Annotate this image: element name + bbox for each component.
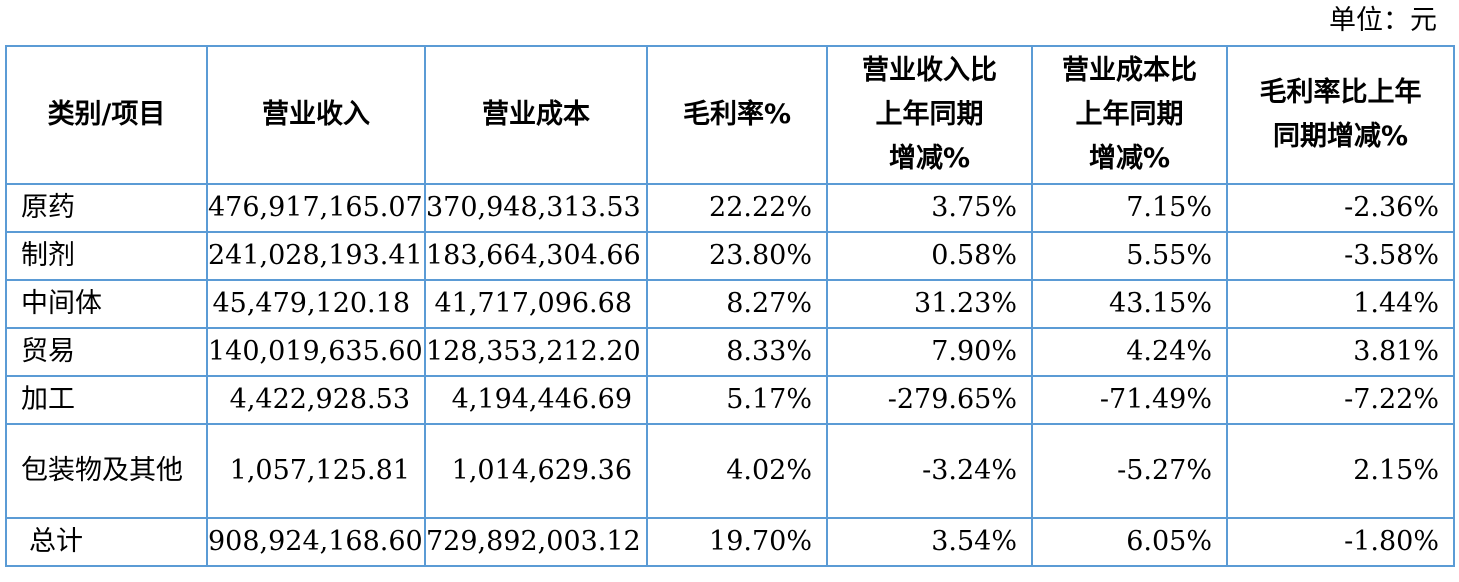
cell-revenue: 908,924,168.60 <box>206 517 426 567</box>
header-revenue-yoy: 营业收入比 上年同期 增减% <box>826 45 1033 185</box>
cell-margin: 23.80% <box>646 231 828 281</box>
cell-margin-yoy: -1.80% <box>1226 517 1455 567</box>
cell-revenue: 241,028,193.41 <box>206 231 426 281</box>
cell-revenue: 140,019,635.60 <box>206 327 426 377</box>
header-cost-yoy-line: 营业成本比 <box>1062 55 1197 86</box>
cell-revenue-yoy: 3.54% <box>826 517 1033 567</box>
cell-cost-yoy: 7.15% <box>1031 183 1228 233</box>
cell-revenue-yoy: -279.65% <box>826 375 1033 425</box>
cell-revenue: 45,479,120.18 <box>206 279 426 329</box>
cell-margin: 4.02% <box>646 423 828 519</box>
cell-revenue: 1,057,125.81 <box>206 423 426 519</box>
cell-cost-yoy: 5.55% <box>1031 231 1228 281</box>
cell-margin-yoy: -7.22% <box>1226 375 1455 425</box>
cell-cost: 370,948,313.53 <box>424 183 648 233</box>
cell-revenue-yoy: 31.23% <box>826 279 1033 329</box>
table-row: 原药 476,917,165.07 370,948,313.53 22.22% … <box>5 183 1455 233</box>
header-revenue-yoy-line: 上年同期 <box>875 99 984 130</box>
cell-margin: 8.33% <box>646 327 828 377</box>
header-margin: 毛利率% <box>646 45 828 185</box>
cell-cost: 729,892,003.12 <box>424 517 648 567</box>
table-row: 包装物及其他 1,057,125.81 1,014,629.36 4.02% -… <box>5 423 1455 519</box>
cell-margin-yoy: 1.44% <box>1226 279 1455 329</box>
cell-margin-yoy: 3.81% <box>1226 327 1455 377</box>
header-revenue: 营业收入 <box>206 45 426 185</box>
cell-category: 包装物及其他 <box>5 423 208 519</box>
header-margin-yoy-line: 毛利率比上年 <box>1259 77 1422 108</box>
cell-revenue-yoy: 7.90% <box>826 327 1033 377</box>
unit-label: 单位：元 <box>1329 5 1437 36</box>
cell-cost: 183,664,304.66 <box>424 231 648 281</box>
cell-category: 总计 <box>5 517 208 567</box>
total-row: 总计 908,924,168.60 729,892,003.12 19.70% … <box>5 517 1455 567</box>
header-margin-yoy: 毛利率比上年 同期增减% <box>1226 45 1455 185</box>
table-row: 制剂 241,028,193.41 183,664,304.66 23.80% … <box>5 231 1455 281</box>
cell-revenue-yoy: -3.24% <box>826 423 1033 519</box>
cell-cost: 128,353,212.20 <box>424 327 648 377</box>
table-row: 加工 4,422,928.53 4,194,446.69 5.17% -279.… <box>5 375 1455 425</box>
header-revenue-yoy-line: 增减% <box>888 143 971 174</box>
cell-margin: 5.17% <box>646 375 828 425</box>
cell-cost-yoy: -71.49% <box>1031 375 1228 425</box>
header-row: 类别/项目 营业收入 营业成本 毛利率% 营业收入比 上年同期 增减% 营业成本… <box>5 45 1455 185</box>
cell-cost: 41,717,096.68 <box>424 279 648 329</box>
cell-cost-yoy: -5.27% <box>1031 423 1228 519</box>
cell-category: 中间体 <box>5 279 208 329</box>
cell-revenue: 4,422,928.53 <box>206 375 426 425</box>
cell-category: 制剂 <box>5 231 208 281</box>
cell-cost: 1,014,629.36 <box>424 423 648 519</box>
header-cost: 营业成本 <box>424 45 648 185</box>
cell-margin-yoy: 2.15% <box>1226 423 1455 519</box>
cell-cost-yoy: 43.15% <box>1031 279 1228 329</box>
cell-cost-yoy: 6.05% <box>1031 517 1228 567</box>
header-category: 类别/项目 <box>5 45 208 185</box>
cell-cost-yoy: 4.24% <box>1031 327 1228 377</box>
cell-revenue-yoy: 3.75% <box>826 183 1033 233</box>
table-row: 贸易 140,019,635.60 128,353,212.20 8.33% 7… <box>5 327 1455 377</box>
header-revenue-yoy-line: 营业收入比 <box>862 55 997 86</box>
cell-margin-yoy: -3.58% <box>1226 231 1455 281</box>
cell-margin: 8.27% <box>646 279 828 329</box>
cell-category: 贸易 <box>5 327 208 377</box>
cell-margin: 22.22% <box>646 183 828 233</box>
header-cost-yoy-line: 上年同期 <box>1075 99 1184 130</box>
cell-category: 加工 <box>5 375 208 425</box>
header-margin-yoy-line: 同期增减% <box>1272 121 1409 152</box>
cell-cost: 4,194,446.69 <box>424 375 648 425</box>
table-row: 中间体 45,479,120.18 41,717,096.68 8.27% 31… <box>5 279 1455 329</box>
financial-table: 类别/项目 营业收入 营业成本 毛利率% 营业收入比 上年同期 增减% 营业成本… <box>5 45 1455 567</box>
cell-revenue: 476,917,165.07 <box>206 183 426 233</box>
cell-category: 原药 <box>5 183 208 233</box>
cell-margin: 19.70% <box>646 517 828 567</box>
cell-margin-yoy: -2.36% <box>1226 183 1455 233</box>
header-cost-yoy: 营业成本比 上年同期 增减% <box>1031 45 1228 185</box>
header-cost-yoy-line: 增减% <box>1088 143 1171 174</box>
cell-revenue-yoy: 0.58% <box>826 231 1033 281</box>
